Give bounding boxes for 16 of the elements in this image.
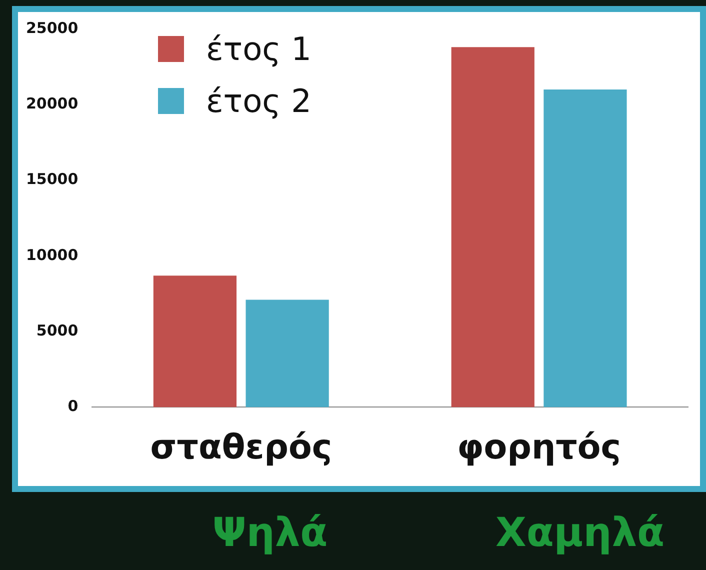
text: Χαμηλά	[494, 510, 666, 556]
y-tick-label: 0	[68, 397, 78, 416]
legend-label: έτος 2	[206, 82, 312, 120]
y-tick-label: 5000	[36, 321, 78, 340]
bar	[451, 47, 534, 408]
x-tick-label: φορητός	[457, 427, 621, 468]
y-tick-label: 25000	[26, 18, 78, 37]
bar	[544, 90, 627, 408]
y-tick-label: 15000	[26, 170, 78, 188]
x-tick-label: σταθερός	[150, 427, 332, 468]
y-tick-label: 20000	[26, 94, 78, 113]
y-tick-label: 10000	[26, 246, 78, 264]
bar	[246, 300, 329, 408]
legend-label: έτος 1	[206, 30, 312, 68]
text: Ψηλά	[211, 510, 329, 556]
bar	[153, 276, 237, 408]
